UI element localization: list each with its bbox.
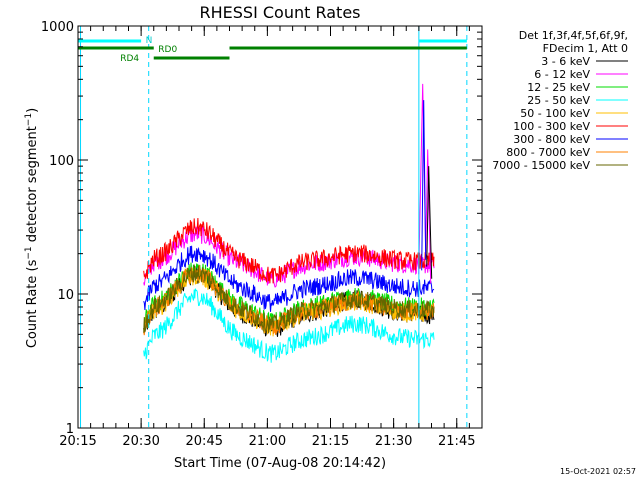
flare-spike-blue [421, 100, 427, 271]
night-label: N [146, 36, 153, 46]
series-line-2 [143, 225, 435, 288]
legend-label: 800 - 7000 keV [506, 146, 590, 159]
x-tick-label: 20:45 [186, 434, 223, 449]
y-axis-label-part: detector segment [25, 126, 40, 246]
plot-frame [77, 25, 483, 429]
x-tick-label: 21:15 [312, 434, 349, 449]
series-line-6 [143, 217, 435, 284]
y-tick-label: 10 [57, 288, 74, 303]
render-timestamp: 15-Oct-2021 02:57 [560, 467, 636, 476]
legend-label: 3 - 6 keV [541, 55, 590, 68]
y-tick-label: 1 [66, 422, 74, 437]
x-tick-label: 20:30 [122, 434, 159, 449]
legend: Det 1f,3f,4f,5f,6f,9f,FDecim 1, Att 03 -… [492, 29, 628, 172]
y-axis-label-sup: −1 [24, 113, 34, 126]
y-axis-label-part: Count Rate (s [25, 259, 40, 348]
rd4-label: RD4 [120, 54, 139, 64]
series-line-7 [143, 245, 435, 312]
x-tick-label: 21:45 [438, 434, 475, 449]
axis-layer: 1 10 100 1000 20:15 20:30 20:45 21:00 21:15 21:30… [41, 20, 483, 449]
x-tick-label: 20:15 [59, 434, 96, 449]
chart-title: RHESSI Count Rates [200, 3, 361, 22]
legend-label: 7000 - 15000 keV [492, 159, 590, 172]
x-axis-label: Start Time (07-Aug-08 20:14:42) [174, 456, 386, 471]
legend-header-line: Det 1f,3f,4f,5f,6f,9f, [519, 29, 628, 42]
y-tick-label: 100 [49, 154, 74, 169]
rd0-label: RD0 [158, 45, 177, 55]
series-line-4 [143, 288, 435, 363]
legend-label: 50 - 100 keV [520, 107, 590, 120]
legend-label: 6 - 12 keV [534, 68, 590, 81]
legend-label: 12 - 25 keV [527, 81, 590, 94]
legend-header-line: FDecim 1, Att 0 [543, 42, 628, 55]
legend-label: 100 - 300 keV [513, 120, 590, 133]
y-axis-label-part: ) [25, 108, 40, 113]
legend-label: 25 - 50 keV [527, 94, 590, 107]
legend-label: 300 - 800 keV [513, 133, 590, 146]
series-line-9 [143, 264, 435, 334]
y-tick-label: 1000 [41, 20, 74, 35]
plot-marks: N RD0 RD4 [78, 26, 468, 428]
x-tick-label: 21:30 [375, 434, 412, 449]
y-axis-label: Count Rate (s−1 detector segment−1) [24, 108, 40, 348]
y-axis-label-sup: −1 [24, 246, 34, 259]
x-tick-label: 21:00 [249, 434, 286, 449]
flare-spike-black [426, 166, 433, 279]
